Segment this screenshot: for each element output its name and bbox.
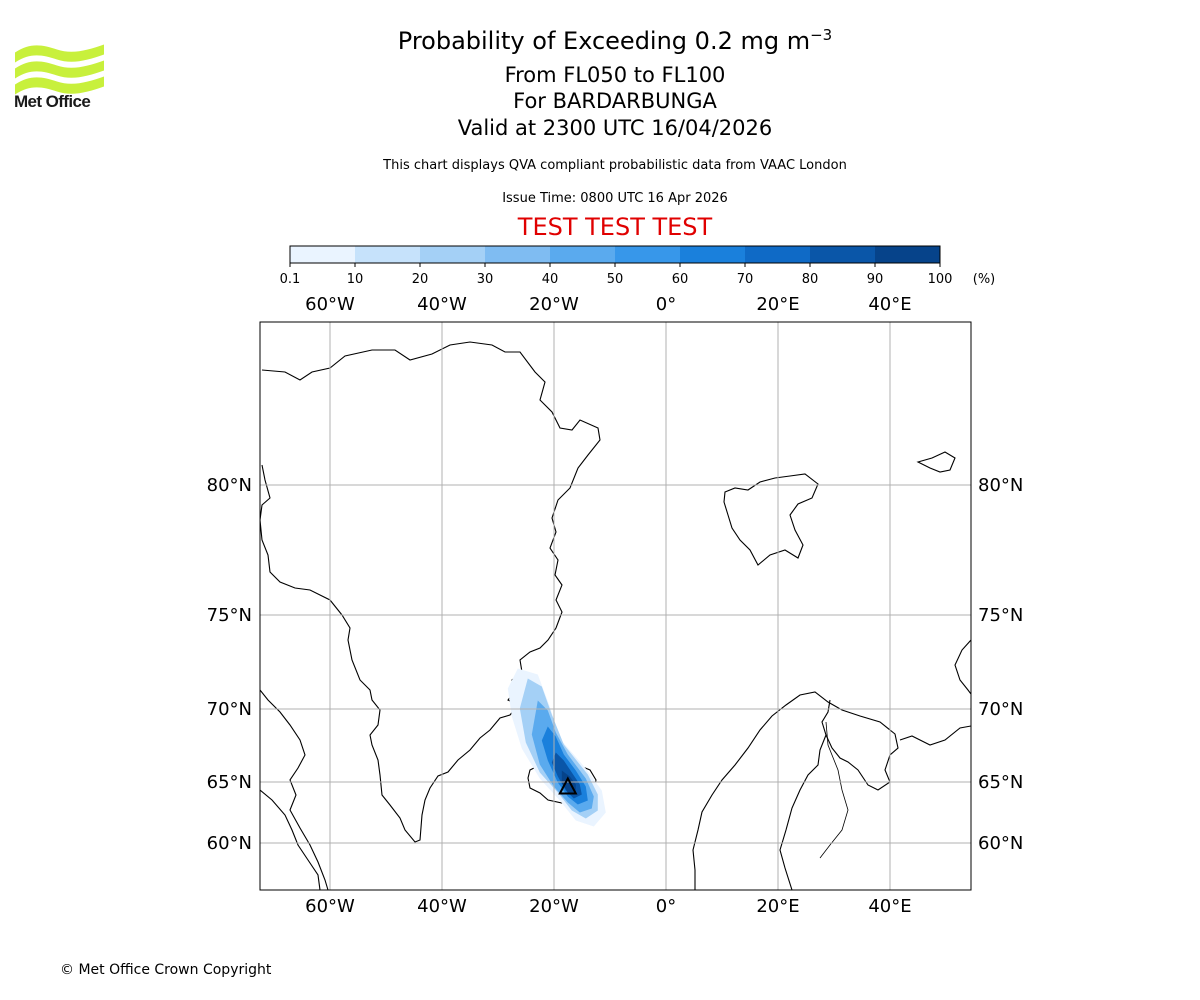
latitude-label: 70°N: [207, 699, 252, 720]
chart-title-main: Probability of Exceeding 0.2 mg m: [397, 27, 811, 55]
colorbar-tick-label: 40: [542, 272, 559, 287]
map-frame: [260, 322, 971, 890]
chart-subtitle: This chart displays QVA compliant probab…: [383, 158, 847, 173]
longitude-label: 60°W: [305, 294, 355, 315]
ash-probability-plume: [507, 668, 606, 827]
colorbar-segment: [550, 246, 616, 263]
longitude-label: 20°E: [756, 294, 799, 315]
colorbar-tick-label: 30: [477, 272, 494, 287]
colorbar-segment: [875, 246, 941, 263]
lat-lon-grid: [260, 322, 971, 890]
colorbar-tick-label: 0.1: [280, 272, 301, 287]
latitude-label: 60°N: [978, 833, 1023, 854]
colorbar-tick-label: 60: [672, 272, 689, 287]
canada-coastline: [260, 689, 329, 890]
latitude-label: 60°N: [207, 833, 252, 854]
colorbar: 0.1 10 20 30 40 50 60 70 80 90 100 (%): [280, 245, 996, 287]
chart-title-superscript: −3: [810, 26, 833, 44]
volcano-marker-icon: [558, 776, 578, 795]
colorbar-segment: [615, 246, 681, 263]
longitude-label: 20°W: [529, 896, 579, 917]
valid-time: Valid at 2300 UTC 16/04/2026: [457, 116, 773, 140]
copyright: © Met Office Crown Copyright: [60, 962, 272, 978]
map-border: [259, 321, 972, 891]
longitude-label: 40°W: [417, 896, 467, 917]
colorbar-unit: (%): [973, 272, 996, 287]
met-office-logo-text: Met Office: [14, 92, 91, 111]
scandinavia-coastline: [692, 691, 971, 890]
franz-josef-coastline: [916, 451, 956, 473]
latitude-label: 65°N: [207, 772, 252, 793]
longitude-label: 0°: [656, 294, 676, 315]
colorbar-tick-label: 20: [412, 272, 429, 287]
latitude-label: 80°N: [978, 475, 1023, 496]
latitude-label: 75°N: [207, 605, 252, 626]
chart-title: Probability of Exceeding 0.2 mg m−3: [0, 26, 1200, 55]
longitude-label: 20°E: [756, 896, 799, 917]
colorbar-tick-label: 90: [867, 272, 884, 287]
colorbar-segment: [810, 246, 876, 263]
met-office-logo-icon: [15, 44, 104, 95]
colorbar-tick-label: 10: [347, 272, 364, 287]
colorbar-tick-label: 80: [802, 272, 819, 287]
latitude-label: 65°N: [978, 772, 1023, 793]
longitude-label: 40°W: [417, 294, 467, 315]
colorbar-segment: [420, 246, 486, 263]
longitude-label: 60°W: [305, 896, 355, 917]
colorbar-segment: [745, 246, 811, 263]
latitude-label: 70°N: [978, 699, 1023, 720]
volcano-triangle: [558, 776, 578, 795]
longitude-label: 40°E: [868, 294, 911, 315]
colorbar-tick-label: 50: [607, 272, 624, 287]
novaya-zemlya-coastline: [954, 639, 971, 695]
colorbar-segment: [680, 246, 746, 263]
latitude-label: 75°N: [978, 605, 1023, 626]
axis-labels: 60°W 60°W 40°W 40°W 20°W 20°W 0° 0° 20°E 20°E 40°E…: [207, 294, 1024, 917]
longitude-label: 20°W: [529, 294, 579, 315]
volcano-name: For BARDARBUNGA: [513, 89, 717, 113]
baffin-island-coastline: [260, 789, 321, 890]
flight-level-range: From FL050 to FL100: [504, 63, 726, 87]
colorbar-tick-label: 70: [737, 272, 754, 287]
issue-time: Issue Time: 0800 UTC 16 Apr 2026: [502, 191, 728, 206]
longitude-label: 0°: [656, 896, 676, 917]
svalbard-coastline: [723, 473, 819, 566]
longitude-label: 40°E: [868, 896, 911, 917]
colorbar-segment: [290, 246, 356, 263]
latitude-label: 80°N: [207, 475, 252, 496]
test-banner: TEST TEST TEST: [517, 213, 713, 241]
colorbar-segment: [485, 246, 551, 263]
colorbar-segment: [355, 246, 421, 263]
colorbar-tick-label: 100: [928, 272, 953, 287]
